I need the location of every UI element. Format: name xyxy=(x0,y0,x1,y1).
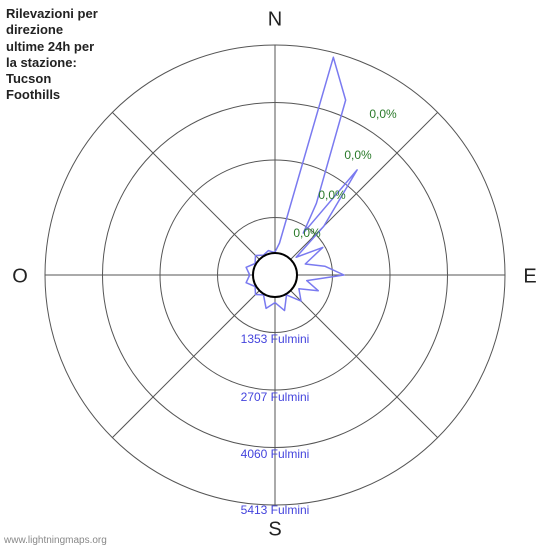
blue-ring-label: 4060 Fulmini xyxy=(241,447,310,461)
chart-title: Rilevazioni per direzione ultime 24h per… xyxy=(6,6,98,104)
cardinal-west: O xyxy=(12,266,28,289)
blue-ring-label: 5413 Fulmini xyxy=(241,503,310,517)
green-ring-label: 0,0% xyxy=(318,188,345,202)
blue-ring-label: 2707 Fulmini xyxy=(241,390,310,404)
green-ring-label: 0,0% xyxy=(369,107,396,121)
cardinal-east: E xyxy=(523,266,536,289)
attribution: www.lightningmaps.org xyxy=(4,535,107,546)
cardinal-south: S xyxy=(268,519,281,542)
cardinal-north: N xyxy=(268,9,282,32)
polar-chart-container: Rilevazioni per direzione ultime 24h per… xyxy=(0,0,550,550)
green-ring-label: 0,0% xyxy=(293,226,320,240)
blue-ring-label: 1353 Fulmini xyxy=(241,332,310,346)
green-ring-label: 0,0% xyxy=(344,148,371,162)
